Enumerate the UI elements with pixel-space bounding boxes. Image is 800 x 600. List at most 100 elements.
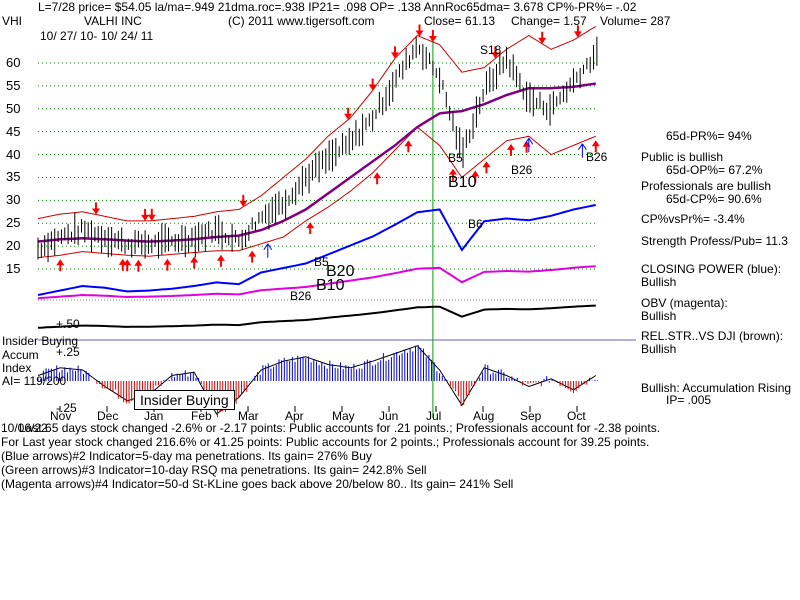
month-label: Nov <box>50 409 72 423</box>
obv-label: OBV (magenta): <box>641 296 728 310</box>
red-down-arrow <box>141 208 150 221</box>
red-up-arrow <box>56 259 65 272</box>
label-b5-apr: B5 <box>314 255 329 269</box>
strength: Strength Profess/Pub= 11.3 <box>641 234 788 248</box>
y-tick-label: 25 <box>6 215 21 231</box>
change-value: Change= 1.57 <box>511 14 587 28</box>
red-down-arrow <box>428 29 437 42</box>
month-label: Sep <box>520 409 542 423</box>
cp65: 65d-CP%= 90.6% <box>666 192 762 206</box>
upper-band <box>37 25 597 222</box>
obv-status: Bullish <box>641 309 677 323</box>
red-up-arrow <box>216 254 225 267</box>
footer-line4: (Green arrows)#3 Indicator=10-day RSQ ma… <box>1 463 427 477</box>
closing-power-label: CLOSING POWER (blue): <box>641 262 782 276</box>
accum-bars <box>37 344 599 418</box>
cp-vs-pr: CP%vsPr%= -3.4% <box>641 212 745 226</box>
red-up-arrow <box>471 170 480 183</box>
month-label: Dec <box>97 409 119 423</box>
blue-up-arrow <box>524 137 534 153</box>
footer-line5: (Magenta arrows)#4 Indicator=50-d St-KLi… <box>1 477 514 491</box>
tick-plus25: +.25 <box>56 345 80 359</box>
relstr-label: REL.STR..VS DJI (brown): <box>641 329 784 343</box>
month-label: Jul <box>426 409 442 423</box>
month-label: Jan <box>144 409 164 423</box>
accum-status: Bullish: Accumulation Rising <box>641 381 792 395</box>
pr65: 65d-PR%= 94% <box>666 129 752 143</box>
lower-band <box>37 126 596 259</box>
closing-power-status: Bullish <box>641 275 677 289</box>
blue-up-arrow <box>577 143 587 158</box>
month-label: Oct <box>567 409 586 423</box>
red-up-arrow <box>163 258 172 271</box>
index-label: Index <box>2 361 32 375</box>
company-name: VALHI INC <box>84 14 142 28</box>
red-up-arrow <box>482 161 491 174</box>
red-up-arrow <box>591 140 600 153</box>
obv-line <box>37 265 596 300</box>
close-value: Close= 61.13 <box>424 14 496 28</box>
label-b20: B20 <box>326 263 355 280</box>
y-tick-label: 40 <box>6 146 21 162</box>
month-label: Apr <box>285 409 304 423</box>
red-down-arrow <box>491 46 500 59</box>
volume-value: Volume= 287 <box>600 14 671 28</box>
red-up-arrow <box>404 140 413 153</box>
red-up-arrow <box>190 256 199 269</box>
red-up-arrow <box>522 140 531 153</box>
label-b5: B5 <box>448 151 463 165</box>
label-b26-oct: B26 <box>586 150 608 164</box>
tick-minus25: -.25 <box>56 401 77 415</box>
y-tick-label: 55 <box>6 77 21 93</box>
footer-line1: Last 65 days stock changed -2.6% or -2.1… <box>19 421 661 435</box>
month-label: Aug <box>473 409 495 423</box>
blue-up-arrow <box>263 243 273 258</box>
red-down-arrow <box>390 46 399 59</box>
closing-power-line <box>37 204 596 296</box>
accum-label: Accum <box>2 348 39 362</box>
red-down-arrow <box>147 208 156 221</box>
relstr-line <box>37 304 596 329</box>
red-up-arrow <box>448 168 457 181</box>
signal-arrows <box>56 24 600 272</box>
label-b26-apr: B26 <box>290 289 312 303</box>
tick-plus50: +.50 <box>56 317 80 331</box>
red-up-arrow <box>248 250 257 263</box>
insider-buying-box: Insider Buying <box>134 390 235 410</box>
label-s18: S18 <box>480 43 502 57</box>
month-label: Jun <box>379 409 399 423</box>
accum-line <box>37 345 597 415</box>
red-up-arrow <box>134 259 143 272</box>
ip-value: IP= .005 <box>666 393 712 407</box>
red-up-arrow <box>306 222 315 235</box>
op65: 65d-OP%= 67.2% <box>666 163 763 177</box>
label-b26-aug: B26 <box>511 163 533 177</box>
copyright: (C) 2011 www.tigersoft.com <box>228 14 375 28</box>
label-b10-apr: B10 <box>316 277 345 294</box>
red-up-arrow <box>373 172 382 185</box>
red-down-arrow <box>239 194 248 207</box>
red-up-arrow <box>118 258 127 271</box>
red-down-arrow <box>344 107 353 120</box>
ai-label: AI= 119/200 <box>2 374 67 388</box>
y-tick-label: 35 <box>6 169 21 185</box>
public-status: Public is bullish <box>641 150 724 164</box>
red-up-arrow <box>123 259 132 272</box>
date-range: 10/ 27/ 10- 10/ 24/ 11 <box>40 29 154 43</box>
y-tick-label: 45 <box>6 123 21 139</box>
red-down-arrow <box>415 24 424 37</box>
y-tick-label: 15 <box>6 261 21 276</box>
red-down-arrow <box>92 202 101 215</box>
footer-date-overlap: 10/06/22 <box>1 421 48 435</box>
footer-line2: For Last year stock changed 216.6% or 41… <box>1 435 650 449</box>
red-down-arrow <box>368 78 377 91</box>
y-tick-label: 30 <box>6 192 21 208</box>
red-down-arrow <box>538 31 547 44</box>
header-line1: L=7/28 price= $54.05 la/ma=.949 21dma.ro… <box>38 0 637 14</box>
ticker: VHI <box>2 14 23 28</box>
label-b10: B10 <box>448 174 477 191</box>
insider-buying-label: Insider Buying <box>2 334 79 348</box>
month-label: Mar <box>238 409 259 423</box>
relstr-status: Bullish <box>641 342 677 356</box>
